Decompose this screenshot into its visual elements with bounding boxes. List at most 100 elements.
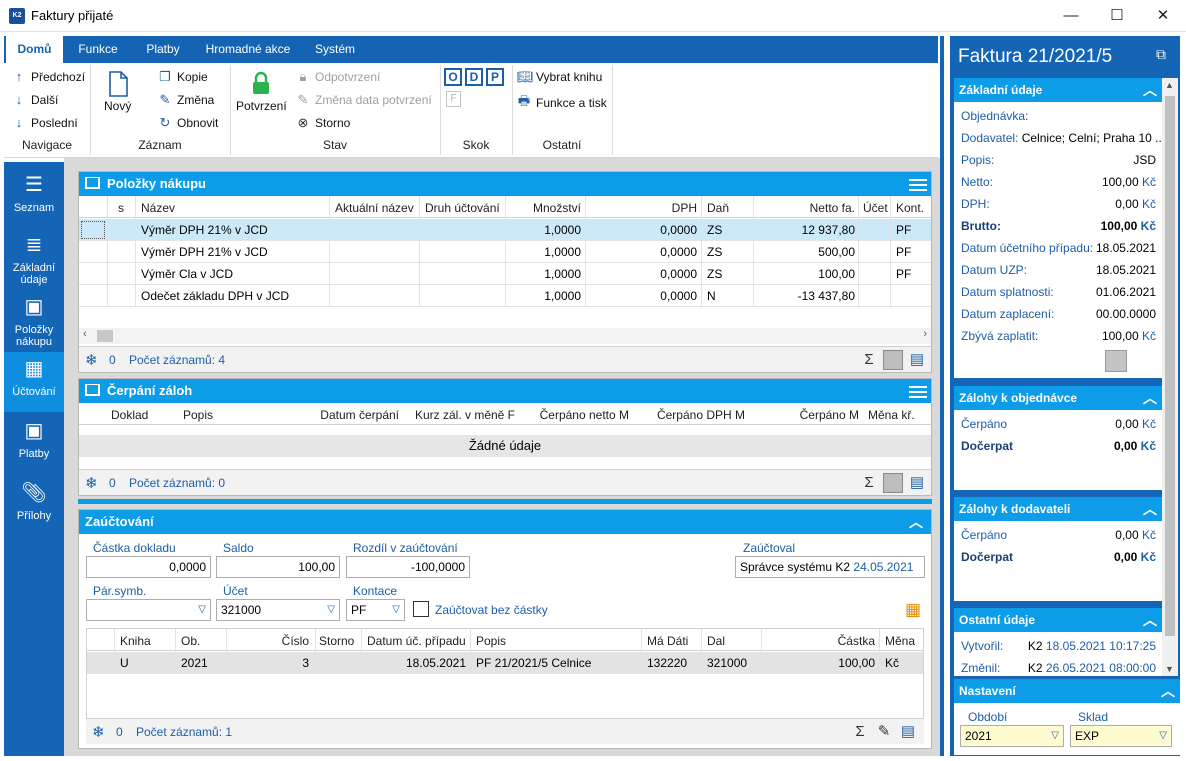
box-icon: ▣ <box>24 296 44 318</box>
tab-home[interactable]: Domů <box>6 36 63 63</box>
functions-print-button[interactable]: 🖶︎ Funkce a tisk <box>517 92 607 114</box>
sum-icon[interactable]: Σ <box>855 723 865 740</box>
sidebar-item-accounting[interactable]: ▦ Účtování <box>4 352 64 412</box>
popout-icon[interactable]: ⧉ <box>1156 46 1166 62</box>
pair-symbol-select[interactable]: ▽ <box>86 599 211 621</box>
refresh-button[interactable]: ↻ Obnovit <box>159 115 219 130</box>
new-button[interactable]: Nový <box>104 71 131 113</box>
collapse-icon[interactable]: ︿ <box>1161 683 1175 699</box>
copy-button[interactable]: ❐ Kopie <box>159 69 208 84</box>
close-button[interactable]: ✕ <box>1156 7 1170 24</box>
tab-payments[interactable]: Platby <box>146 42 180 56</box>
table-settings-icon[interactable]: ▤ <box>900 723 916 740</box>
col-account[interactable]: Účet <box>863 201 888 215</box>
storno-button[interactable]: ⊗ Storno <box>297 115 351 130</box>
sum-icon[interactable]: Σ <box>864 351 874 368</box>
minimize-button[interactable]: — <box>1063 6 1079 24</box>
tab-system[interactable]: Systém <box>314 42 355 56</box>
select-book-button[interactable]: 📖︎ Vybrat knihu <box>517 69 603 84</box>
scroll-right-icon[interactable]: › <box>923 328 927 340</box>
unconfirm-button[interactable]: 🔒︎ Odpotvrzení <box>296 69 381 85</box>
sidebar-item-payments[interactable]: ▣ Platby <box>4 414 64 474</box>
jump-o-button[interactable]: O <box>444 68 462 86</box>
table-settings-icon[interactable]: ▤ <box>909 474 925 491</box>
group-separator <box>440 65 441 155</box>
app-icon: K2 <box>9 8 25 24</box>
no-amount-checkbox[interactable] <box>413 601 429 617</box>
jump-p-button[interactable]: P <box>486 68 504 86</box>
stock-select[interactable]: EXP ▽ <box>1070 725 1172 747</box>
scroll-up-icon[interactable]: ▲ <box>1165 80 1174 90</box>
filter-icon[interactable] <box>883 350 903 370</box>
sidebar-item-items[interactable]: ▣ Položky nákupu <box>4 290 64 350</box>
menu-icon[interactable] <box>909 176 927 192</box>
new-document-icon <box>108 71 128 97</box>
supplier-row[interactable]: Dodavatel: Celnice; Celní; Praha 10 ... <box>961 131 1166 145</box>
col-quantity[interactable]: Množství <box>532 201 581 215</box>
col-vat[interactable]: DPH <box>671 201 697 215</box>
confirm-button[interactable]: Potvrzení <box>236 71 287 113</box>
col-posting-type[interactable]: Druh účtování <box>425 201 500 215</box>
lock-icon: 🔒︎ <box>299 69 307 84</box>
col-netto[interactable]: Netto fa. <box>809 201 855 215</box>
posting-difference-field[interactable]: -100,0000 <box>346 556 470 578</box>
grid-line <box>761 629 762 674</box>
basic-section-header[interactable]: Základní údaje ︿ <box>954 78 1162 102</box>
collapse-icon[interactable]: ︿ <box>1143 82 1157 98</box>
kontace-select[interactable]: PF ▽ <box>346 599 405 621</box>
collapse-icon[interactable]: ︿ <box>1143 390 1157 406</box>
sidebar-item-basic[interactable]: ≣ Základní údaje <box>4 228 64 288</box>
detail-scrollbar[interactable]: ▲ ▼ <box>1162 78 1178 676</box>
maximize-button[interactable]: ☐ <box>1110 7 1124 24</box>
status-swatch[interactable] <box>1105 350 1127 372</box>
detail-panel: Faktura 21/2021/5 ⧉ Základní údaje ︿ Obje… <box>950 36 1180 756</box>
table-row[interactable]: Odečet základu DPH v JCD 1,0000 0,0000 N… <box>79 285 931 307</box>
tab-bulk-actions[interactable]: Hromadné akce <box>205 42 291 56</box>
sidebar-item-attachments[interactable]: 📎︎ Přílohy <box>4 476 64 536</box>
sum-icon[interactable]: Σ <box>864 474 874 491</box>
table-settings-icon[interactable]: ▤ <box>909 351 925 368</box>
scroll-left-icon[interactable]: ‹ <box>83 328 87 340</box>
tab-functions[interactable]: Funkce <box>78 42 118 56</box>
next-button[interactable]: ↓ Další <box>12 92 59 107</box>
previous-button[interactable]: ↑ Předchozí <box>12 69 85 84</box>
pencil-icon[interactable]: ✎ <box>877 723 891 740</box>
calculator-icon[interactable]: ▦ <box>905 600 922 619</box>
change-confirm-date-button[interactable]: ✎ Změna data potvrzení <box>297 92 432 107</box>
jump-f-button[interactable]: F <box>446 91 461 107</box>
change-button[interactable]: ✎ Změna <box>159 92 215 107</box>
splitter-bar[interactable] <box>940 36 944 756</box>
scroll-down-icon[interactable]: ▼ <box>1165 664 1174 674</box>
horizontal-scrollbar[interactable]: ‹ › <box>79 328 931 344</box>
panel-splitter[interactable] <box>78 499 932 504</box>
group-other: Ostatní <box>542 138 582 152</box>
sidebar-item-list[interactable]: ☰ Seznam <box>4 168 64 226</box>
table-row[interactable]: U 2021 3 18.05.2021 PF 21/2021/5 Celnice… <box>87 652 923 674</box>
box-icon: ▣ <box>24 420 44 442</box>
posted-by-field[interactable]: Správce systému K2 24.05.2021 <box>735 556 925 578</box>
scroll-thumb[interactable] <box>97 330 113 342</box>
saldo-field[interactable]: 100,00 <box>216 556 340 578</box>
col-tax[interactable]: Daň <box>707 201 730 215</box>
menu-icon[interactable] <box>909 383 927 399</box>
collapse-icon[interactable]: ︿ <box>909 514 923 530</box>
col-kont[interactable]: Kont. <box>896 201 925 215</box>
scroll-thumb[interactable] <box>1165 96 1175 636</box>
last-button[interactable]: ↓ Poslední <box>12 115 78 130</box>
group-state: Stav <box>322 138 347 152</box>
chevron-down-icon: ▽ <box>327 604 335 615</box>
jump-d-button[interactable]: D <box>465 68 483 86</box>
snowflake-icon[interactable]: ❄ <box>92 724 105 741</box>
filter-icon[interactable] <box>883 473 903 493</box>
snowflake-icon[interactable]: ❄ <box>85 352 98 369</box>
collapse-icon[interactable]: ︿ <box>1143 612 1157 628</box>
period-select[interactable]: 2021 ▽ <box>960 725 1064 747</box>
account-select[interactable]: 321000 ▽ <box>216 599 340 621</box>
document-amount-field[interactable]: 0,0000 <box>86 556 211 578</box>
col-actual-name[interactable]: Aktuální název <box>335 201 414 215</box>
snowflake-icon[interactable]: ❄ <box>85 475 98 492</box>
col-s[interactable]: s <box>118 201 124 215</box>
col-name[interactable]: Název <box>141 201 176 215</box>
no-amount-label[interactable]: Zaúčtovat bez částky <box>435 603 548 617</box>
collapse-icon[interactable]: ︿ <box>1143 501 1157 517</box>
